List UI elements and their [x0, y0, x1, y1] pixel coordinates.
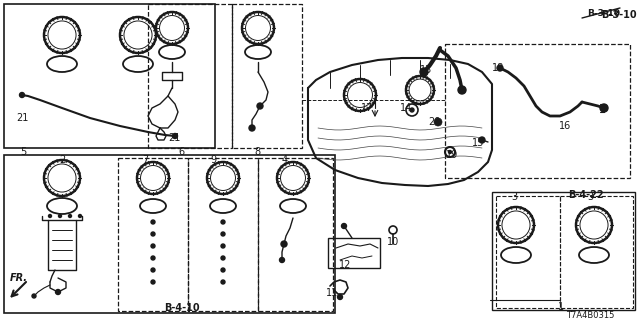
Circle shape [173, 133, 177, 139]
Text: 16: 16 [559, 121, 571, 131]
Text: 3: 3 [587, 192, 593, 202]
Circle shape [221, 280, 225, 284]
Circle shape [600, 104, 608, 112]
Circle shape [151, 280, 155, 284]
Circle shape [342, 223, 346, 228]
Circle shape [449, 150, 451, 154]
Circle shape [151, 232, 155, 236]
Circle shape [280, 258, 285, 262]
Circle shape [458, 86, 466, 94]
Text: 3: 3 [511, 192, 517, 202]
Circle shape [434, 118, 442, 126]
Circle shape [151, 268, 155, 272]
Circle shape [410, 108, 414, 112]
Text: 13: 13 [420, 65, 432, 75]
Circle shape [221, 268, 225, 272]
Text: 4: 4 [282, 155, 288, 165]
Circle shape [221, 232, 225, 236]
Circle shape [151, 220, 155, 224]
Text: 2: 2 [59, 155, 65, 165]
Circle shape [68, 214, 72, 218]
Circle shape [249, 125, 255, 131]
Circle shape [49, 214, 51, 218]
Text: 20: 20 [428, 117, 440, 127]
Text: 1: 1 [558, 302, 564, 312]
Text: 21: 21 [16, 113, 28, 123]
Circle shape [79, 214, 81, 218]
Text: 12: 12 [339, 260, 351, 270]
Circle shape [151, 256, 155, 260]
Circle shape [497, 65, 503, 71]
Text: T7A4B0315: T7A4B0315 [566, 310, 614, 319]
Circle shape [221, 220, 225, 224]
Circle shape [420, 68, 428, 76]
Circle shape [281, 241, 287, 247]
Text: 17: 17 [361, 103, 373, 113]
Text: 15: 15 [472, 138, 484, 148]
Circle shape [221, 244, 225, 248]
Circle shape [58, 214, 61, 218]
Circle shape [337, 294, 342, 300]
Text: B-4-22: B-4-22 [568, 190, 604, 200]
Text: B-4-10: B-4-10 [164, 303, 200, 313]
Circle shape [221, 256, 225, 260]
Circle shape [479, 137, 485, 143]
Circle shape [19, 92, 24, 98]
Text: 7: 7 [142, 155, 148, 165]
Text: 21: 21 [168, 133, 180, 143]
Text: 19: 19 [446, 150, 458, 160]
Text: 5: 5 [20, 147, 26, 157]
Text: 18: 18 [492, 63, 504, 73]
Circle shape [32, 294, 36, 298]
Text: FR.: FR. [10, 273, 28, 283]
Text: 8: 8 [254, 147, 260, 157]
Text: 11: 11 [326, 288, 338, 298]
Text: 6: 6 [178, 147, 184, 157]
Circle shape [257, 103, 263, 109]
Text: 10: 10 [387, 237, 399, 247]
Text: B-3-10: B-3-10 [587, 9, 620, 18]
Circle shape [56, 290, 61, 294]
Text: B-3-10: B-3-10 [601, 10, 637, 20]
Text: 14: 14 [400, 103, 412, 113]
Text: 9: 9 [210, 155, 216, 165]
Circle shape [151, 244, 155, 248]
